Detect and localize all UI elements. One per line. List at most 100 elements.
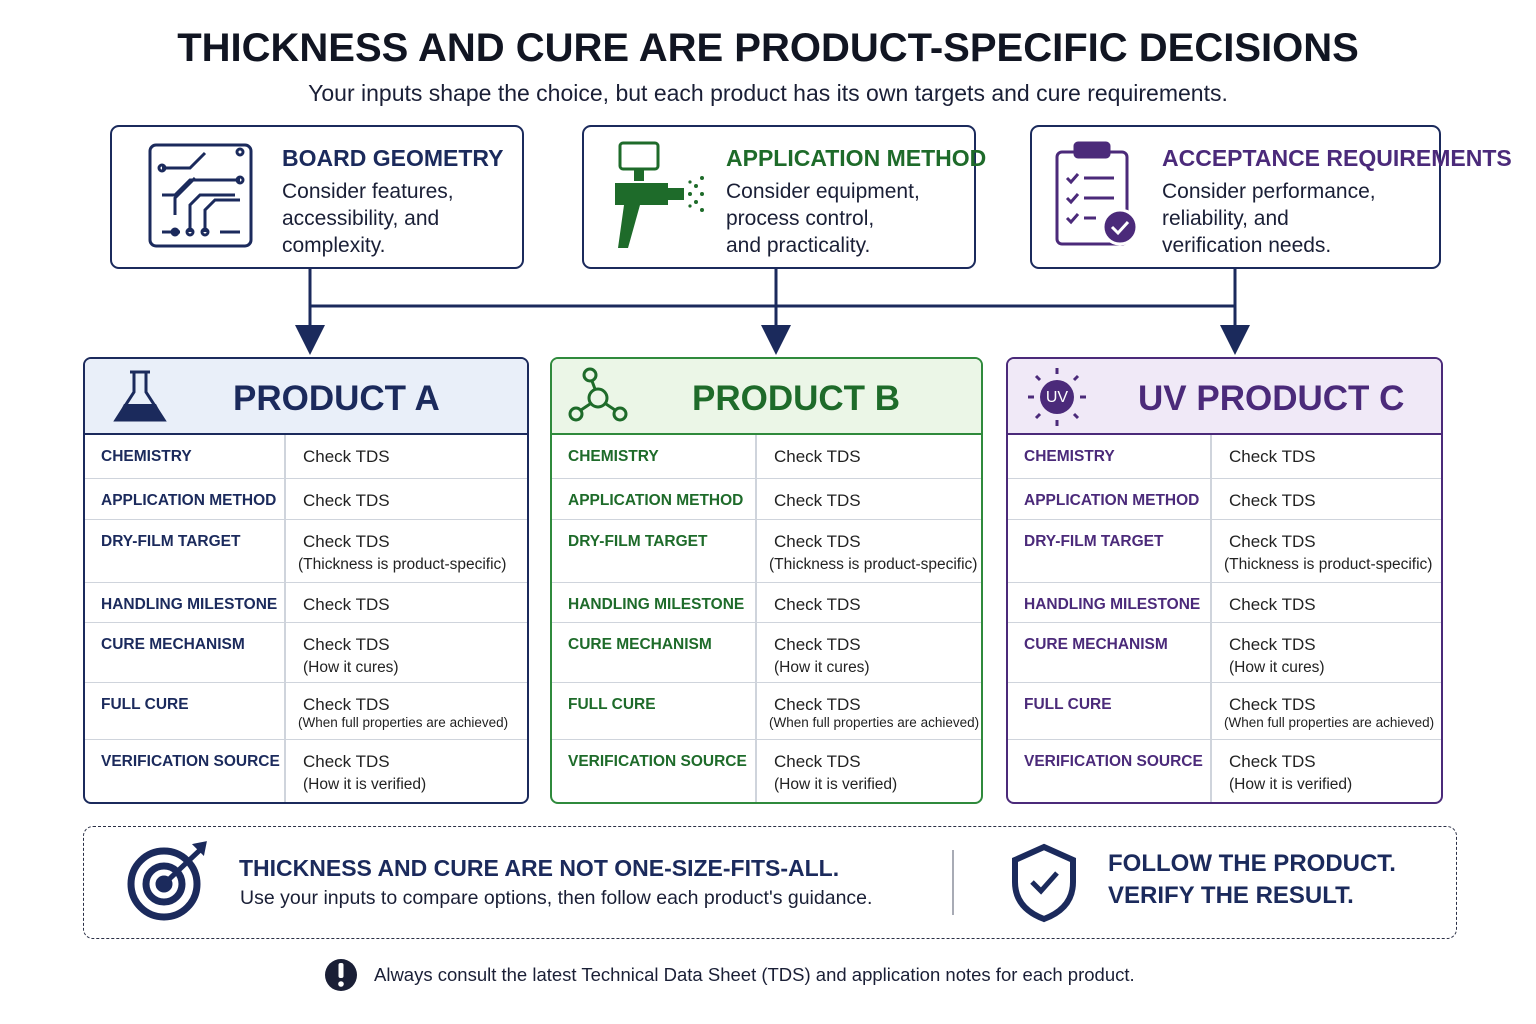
spec-row: CURE MECHANISM Check TDS (How it cures) [552,622,981,682]
spec-row: FULL CURE Check TDS (When full properties … [85,682,527,739]
spec-label: CURE MECHANISM [568,636,712,653]
spec-value: Check TDS [1229,595,1316,614]
spec-note: (When full properties are achieved) [769,715,980,730]
input-text: Consider equipment, [726,180,920,203]
spec-note: (Thickness is product-specific) [769,556,978,573]
product-header: PRODUCT B [552,359,981,435]
summary-banner [83,826,1457,939]
product-name: PRODUCT A [233,379,440,418]
spec-value: Check TDS [303,532,390,551]
spec-label: DRY-FILM TARGET [1024,533,1164,550]
product-header: UV PRODUCT C [1008,359,1441,435]
spec-label: DRY-FILM TARGET [101,533,241,550]
spec-row: VERIFICATION SOURCE Check TDS (How it is v… [552,739,981,802]
spec-row: FULL CURE Check TDS (When full properties … [552,682,981,739]
input-text: accessibility, and [282,207,440,230]
spec-row: APPLICATION METHOD Check TDS [552,478,981,519]
spec-note: (How it is verified) [303,776,427,793]
spec-value: Check TDS [303,635,390,654]
spec-note: (How it cures) [303,659,399,676]
page-subtitle: Your inputs shape the choice, but each p… [308,80,1228,106]
spec-row: HANDLING MILESTONE Check TDS [85,582,527,622]
spec-label: APPLICATION METHOD [101,492,277,509]
product-card: PRODUCT A CHEMISTRY Check TDS APPLICATION M… [83,357,529,804]
spec-note: (How it is verified) [774,776,898,793]
product-card: UV PRODUCT C CHEMISTRY Check TDS APPLICATIO… [1006,357,1443,804]
spec-label: FULL CURE [101,696,189,713]
spec-row: CHEMISTRY Check TDS [552,435,981,478]
spec-value: Check TDS [303,752,390,771]
spec-row: CURE MECHANISM Check TDS (How it cures) [85,622,527,682]
product-header: PRODUCT A [85,359,527,435]
banner-callout: VERIFY THE RESULT. [1108,882,1354,909]
spec-row: CHEMISTRY Check TDS [1008,435,1441,478]
spec-label: VERIFICATION SOURCE [1024,753,1203,770]
spec-value: Check TDS [1229,695,1316,714]
spec-note: (When full properties are achieved) [298,715,509,730]
spec-value: Check TDS [774,532,861,551]
banner-heading: THICKNESS AND CURE ARE NOT ONE-SIZE-FITS… [239,855,840,881]
input-text: complexity. [282,234,386,257]
input-text: process control, [726,207,875,230]
spec-label: HANDLING MILESTONE [568,596,745,613]
spec-label: DRY-FILM TARGET [568,533,708,550]
product-name: PRODUCT B [692,379,901,418]
spec-value: Check TDS [774,595,861,614]
spec-row: VERIFICATION SOURCE Check TDS (How it is v… [85,739,527,802]
spec-label: APPLICATION METHOD [1024,492,1200,509]
spec-label: HANDLING MILESTONE [101,596,278,613]
spec-value: Check TDS [774,752,861,771]
spec-note: (Thickness is product-specific) [1224,556,1433,573]
product-card: PRODUCT B CHEMISTRY Check TDS APPLICATION M… [550,357,983,804]
spec-label: CURE MECHANISM [101,636,245,653]
input-text: reliability, and [1162,207,1289,230]
input-text: and practicality. [726,234,871,257]
spec-row: DRY-FILM TARGET Check TDS (Thickness is pr… [552,519,981,582]
spec-value: Check TDS [774,635,861,654]
spec-row: HANDLING MILESTONE Check TDS [552,582,981,622]
alert-icon [325,959,357,991]
spec-note: (How it cures) [1229,659,1325,676]
spec-value: Check TDS [1229,447,1316,466]
spec-label: APPLICATION METHOD [568,492,744,509]
spec-value: Check TDS [303,695,390,714]
spec-value: Check TDS [1229,752,1316,771]
spec-label: CHEMISTRY [101,448,192,465]
spec-note: (How it is verified) [1229,776,1353,793]
spec-label: HANDLING MILESTONE [1024,596,1201,613]
input-text: Consider performance, [1162,180,1376,203]
spec-value: Check TDS [1229,491,1316,510]
spec-row: CHEMISTRY Check TDS [85,435,527,478]
spec-value: Check TDS [1229,532,1316,551]
spec-row: DRY-FILM TARGET Check TDS (Thickness is pr… [1008,519,1441,582]
connectors [295,269,1250,355]
spec-value: Check TDS [303,595,390,614]
footnote: Always consult the latest Technical Data… [374,964,1135,985]
spec-label: FULL CURE [1024,696,1112,713]
spec-note: (Thickness is product-specific) [298,556,507,573]
spec-note: (When full properties are achieved) [1224,715,1435,730]
spec-label: CURE MECHANISM [1024,636,1168,653]
column-divider [284,435,286,802]
input-title: ACCEPTANCE REQUIREMENTS [1162,145,1512,171]
input-title: APPLICATION METHOD [726,145,987,171]
spec-value: Check TDS [774,491,861,510]
spec-row: APPLICATION METHOD Check TDS [85,478,527,519]
page-title: THICKNESS AND CURE ARE PRODUCT-SPECIFIC … [177,26,1359,70]
spec-label: VERIFICATION SOURCE [101,753,280,770]
product-name: UV PRODUCT C [1138,379,1405,418]
spec-note: (How it cures) [774,659,870,676]
spec-value: Check TDS [303,447,390,466]
spec-label: FULL CURE [568,696,656,713]
spec-label: CHEMISTRY [1024,448,1115,465]
input-text: verification needs. [1162,234,1332,257]
spec-row: APPLICATION METHOD Check TDS [1008,478,1441,519]
spec-value: Check TDS [1229,635,1316,654]
input-title: BOARD GEOMETRY [282,145,504,171]
spec-row: HANDLING MILESTONE Check TDS [1008,582,1441,622]
banner-callout: FOLLOW THE PRODUCT. [1108,850,1396,877]
column-divider [1210,435,1212,802]
spec-row: FULL CURE Check TDS (When full properties … [1008,682,1441,739]
